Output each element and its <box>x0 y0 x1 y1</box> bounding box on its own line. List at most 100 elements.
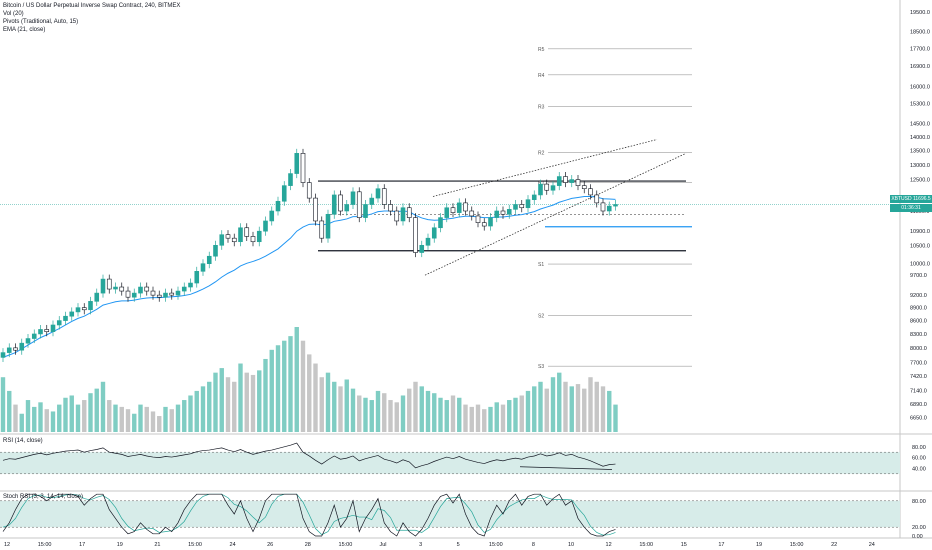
price-tick-label: 7700.0 <box>910 360 927 366</box>
chart-legend: Bitcoin / US Dollar Perpetual Inverse Sw… <box>3 2 180 34</box>
pivot-label: R4 <box>538 73 545 79</box>
stoch-d-line <box>2 493 616 536</box>
volume-bar <box>432 393 437 432</box>
pivot-label: R2 <box>538 150 545 156</box>
legend-pivots: Pivots (Traditional, Auto, 15) <box>3 19 79 25</box>
price-tick-label: 7140.0 <box>910 389 927 395</box>
candle-body <box>288 173 293 186</box>
volume-bar <box>350 388 356 432</box>
rsi-label: RSI (14, close) <box>3 438 43 444</box>
time-tick-label: 15:00 <box>639 542 653 548</box>
ticker-tag: XBTUSD <box>891 196 912 202</box>
price-tick-label: 16000.0 <box>910 84 930 90</box>
volume-bar <box>438 397 443 432</box>
volume-bar <box>44 409 49 432</box>
candle-body <box>369 197 375 205</box>
volume-bar <box>19 413 24 432</box>
rsi-tick-label: 60.00 <box>912 456 926 462</box>
price-tick-label: 13000.0 <box>910 163 930 169</box>
candle-body <box>75 307 81 313</box>
candle-body <box>100 278 106 294</box>
volume-bar <box>500 404 506 432</box>
candle-body <box>56 320 62 326</box>
time-tick-label: 15:00 <box>790 542 804 548</box>
volume-bar <box>307 354 312 432</box>
price-tick-label: 13500.0 <box>910 149 930 155</box>
candle-body <box>488 217 493 227</box>
pivot-label: R1 <box>538 181 545 187</box>
candle-body <box>531 194 537 200</box>
volume-bar <box>88 393 93 432</box>
candle-body <box>569 179 575 183</box>
time-tick-label: 17 <box>718 542 724 548</box>
candle-body <box>538 183 543 196</box>
volume-bar <box>238 363 243 432</box>
volume-bar <box>288 336 293 432</box>
candle-body <box>475 215 481 223</box>
volume-bar <box>507 400 512 432</box>
candle-body <box>494 210 500 218</box>
candle-body <box>306 182 312 199</box>
candle-body <box>300 153 306 183</box>
volume-bar <box>175 404 181 432</box>
volume-bar <box>313 363 318 432</box>
volume-bar <box>550 377 556 432</box>
rsi-band <box>0 452 900 474</box>
candle-body <box>600 202 606 212</box>
volume-bar <box>582 388 587 432</box>
volume-bar <box>575 384 581 432</box>
candle-body <box>431 227 437 239</box>
candle-body <box>238 227 243 243</box>
candle-body <box>69 311 75 317</box>
candle-body <box>506 209 512 215</box>
candle-body <box>144 286 150 292</box>
candle-body <box>606 205 612 212</box>
stoch-k-line <box>2 493 616 537</box>
candle-body <box>38 329 43 335</box>
volume-bar <box>394 402 399 432</box>
candle-body <box>350 191 356 205</box>
time-tick-label: 24 <box>869 542 875 548</box>
volume-bar <box>532 386 537 432</box>
legend-vol: Vol (20) <box>3 11 24 17</box>
candle-body <box>269 210 275 222</box>
candle-body <box>44 329 50 333</box>
time-tick-label: 21 <box>154 542 160 548</box>
volume-bar <box>400 395 406 432</box>
volume-bar <box>282 340 287 432</box>
time-tick-label: 15:00 <box>188 542 202 548</box>
candle-body <box>450 207 456 213</box>
volume-bar <box>482 409 487 432</box>
candle-body <box>469 210 475 217</box>
volume-bar <box>588 377 593 432</box>
candle-body <box>588 188 593 196</box>
candle-body <box>88 301 93 311</box>
volume-bar <box>513 397 518 432</box>
candle-body <box>544 183 550 191</box>
upper-wedge-line <box>432 139 658 197</box>
volume-bar <box>150 411 156 432</box>
candle-body <box>313 197 318 222</box>
candle-body <box>63 315 68 321</box>
pivot-label: R5 <box>538 47 545 53</box>
candle-body <box>594 194 600 204</box>
volume-bar <box>607 390 612 432</box>
volume-bar <box>213 372 218 432</box>
price-tag: 11696.5 <box>912 196 931 202</box>
volume-bar <box>544 388 549 432</box>
volume-bar <box>7 390 12 432</box>
volume-bar <box>457 397 462 432</box>
volume-bar <box>32 406 37 432</box>
volume-bar <box>357 395 362 432</box>
price-tick-label: 14000.0 <box>910 135 930 141</box>
price-tick-label: 16900.0 <box>910 64 930 70</box>
pivot-label: S3 <box>538 364 544 370</box>
candle-body <box>525 199 531 209</box>
volume-bar <box>144 406 149 432</box>
price-tick-label: 17700.0 <box>910 46 930 52</box>
candle-body <box>131 292 137 298</box>
candle-body <box>356 191 362 218</box>
candle-body <box>250 236 256 243</box>
volume-bar <box>557 372 562 432</box>
